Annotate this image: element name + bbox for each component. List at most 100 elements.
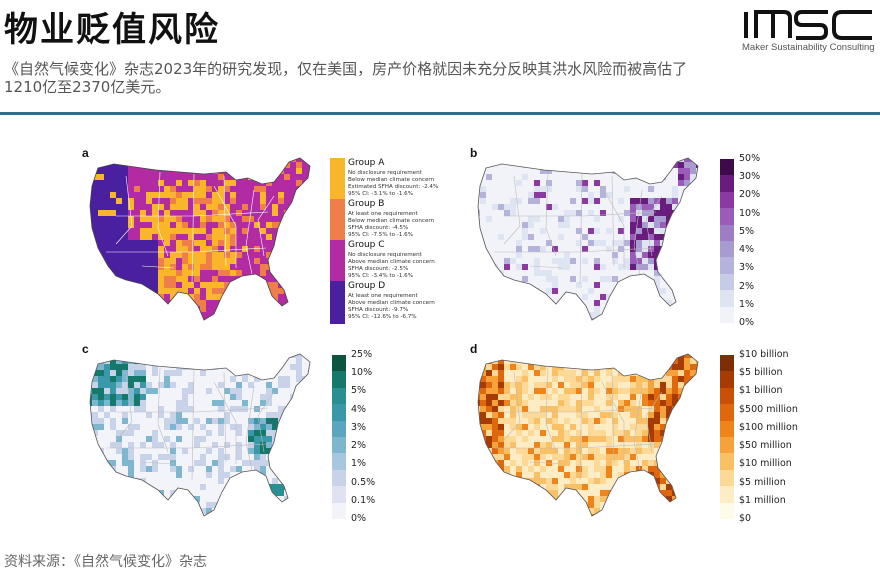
state-border: [213, 185, 237, 268]
legend-group-a: Group A No disclosure requirement Below …: [330, 158, 458, 199]
subtitle-text: 《自然气候变化》杂志2023年的研究发现，仅在美国，房产价格就因未充分反映其洪水…: [4, 60, 688, 96]
scale-swatch: [720, 208, 734, 226]
panel-b-color-scale: 50% 30% 20% 10% 5% 4% 3% 2% 1% 0%: [720, 153, 780, 328]
scale-tick-label: $10 billion: [739, 349, 789, 360]
legend-line: 95% CI: -3.4% to -1.6%: [348, 273, 414, 279]
scale-tick-label: 2%: [739, 280, 755, 292]
panel-a-label: a: [82, 146, 89, 160]
scale-swatch: [332, 437, 346, 454]
scale-tick-label: 10%: [351, 367, 373, 379]
state-border: [106, 443, 267, 449]
scale-tick-label: 50%: [739, 153, 761, 164]
scale-swatch: [332, 355, 346, 372]
legend-group-c: Group C No disclosure requirement Above …: [330, 240, 458, 281]
scale-tick-label: 25%: [351, 349, 373, 360]
scale-swatch: [720, 191, 734, 209]
state-border: [633, 189, 643, 275]
scale-swatch: [720, 175, 734, 193]
scale-swatch: [332, 420, 346, 438]
page-title: 物业贬值风险: [4, 10, 220, 50]
scale-tick-label: 2%: [351, 440, 367, 452]
scale-swatch: [332, 404, 346, 422]
state-border: [645, 391, 663, 453]
scale-tick-label: 5%: [739, 225, 755, 237]
scale-tick-label: 1%: [351, 458, 367, 470]
scale-tick-label: 20%: [739, 189, 761, 201]
scale-swatch: [720, 355, 734, 372]
scale-swatch: [332, 469, 346, 487]
msc-logo-icon: [744, 10, 872, 40]
legend-swatch: [330, 158, 345, 199]
brand-tagline: Maker Sustainability Consulting: [742, 42, 875, 53]
scale-tick-label: $5 million: [739, 476, 786, 488]
legend-group-b: Group B At least one requirement Below m…: [330, 199, 458, 240]
scale-tick-label: $1 billion: [739, 385, 783, 397]
legend-group-title: Group C: [348, 240, 385, 250]
panel-c-color-scale: 25% 10% 5% 4% 3% 2% 1% 0.5% 0.1% 0%: [332, 349, 392, 524]
legend-line: At least one requirement: [348, 211, 418, 217]
scale-swatch: [720, 387, 734, 405]
state-border: [529, 265, 563, 269]
scale-tick-label: $500 million: [739, 403, 798, 415]
scale-swatch: [720, 404, 734, 422]
legend-line: No disclosure requirement: [348, 170, 422, 176]
scale-swatch: [720, 486, 734, 504]
source-note: 资料来源：《自然气候变化》杂志: [4, 554, 207, 570]
scale-swatch: [720, 273, 734, 291]
us-outline: [89, 353, 311, 517]
legend-line: Above median climate concern: [348, 259, 435, 265]
scale-swatch: [720, 420, 734, 438]
state-border: [115, 175, 133, 245]
scale-swatch: [720, 224, 734, 242]
legend-group-details: No disclosure requirement Above median c…: [348, 252, 435, 280]
state-border: [106, 247, 267, 253]
scale-swatch: [332, 371, 346, 389]
scale-tick-label: $10 million: [739, 458, 792, 470]
scale-tick-label: 3%: [351, 421, 367, 433]
legend-line: 95% CI: -3.1% to -1.6%: [348, 191, 414, 197]
legend-line: 95% CI: -12.6% to -6.7%: [348, 314, 417, 320]
state-border: [545, 171, 557, 257]
state-border: [191, 173, 195, 285]
panel-d-us-map: [477, 353, 699, 517]
state-border: [611, 175, 615, 267]
scale-swatch: [720, 306, 734, 324]
scale-swatch: [720, 371, 734, 389]
scale-swatch: [332, 387, 346, 405]
legend-line: No disclosure requirement: [348, 252, 422, 258]
state-border: [545, 367, 557, 453]
legend-line: SFHA discount: -2.5%: [348, 266, 409, 272]
state-border: [257, 195, 275, 257]
state-border: [115, 371, 133, 441]
state-border: [116, 211, 269, 217]
state-border: [157, 367, 169, 453]
legend-line: Estimated SFHA discount: -2.4%: [348, 184, 439, 190]
state-border: [601, 185, 625, 268]
state-border: [245, 189, 255, 275]
scale-tick-label: 3%: [739, 262, 755, 274]
legend-group-details: At least one requirement Below median cl…: [348, 211, 434, 239]
panel-a-legend: Group A No disclosure requirement Below …: [330, 158, 458, 324]
scale-tick-label: 0%: [351, 513, 367, 524]
scale-tick-label: 0.1%: [351, 494, 376, 506]
legend-group-details: At least one requirement Above median cl…: [348, 293, 435, 321]
scale-swatch: [332, 486, 346, 504]
legend-group-title: Group B: [348, 199, 385, 209]
state-border: [579, 173, 583, 285]
state-border: [245, 385, 255, 471]
us-outline: [89, 157, 311, 321]
state-border: [601, 381, 625, 464]
legend-swatch: [330, 240, 345, 281]
scale-swatch: [720, 290, 734, 308]
state-border: [633, 385, 643, 471]
legend-swatch: [330, 199, 345, 240]
legend-line: SFHA discount: -9.7%: [348, 307, 409, 313]
state-border: [141, 461, 175, 465]
us-outline: [477, 353, 699, 517]
scale-swatch: [720, 257, 734, 275]
legend-line: 95% CI: -7.5% to -1.6%: [348, 232, 414, 238]
panel-a-us-map: [89, 157, 311, 321]
scale-tick-label: $1 million: [739, 494, 786, 506]
legend-line: Below median climate concern: [348, 177, 435, 183]
state-border: [503, 371, 521, 441]
